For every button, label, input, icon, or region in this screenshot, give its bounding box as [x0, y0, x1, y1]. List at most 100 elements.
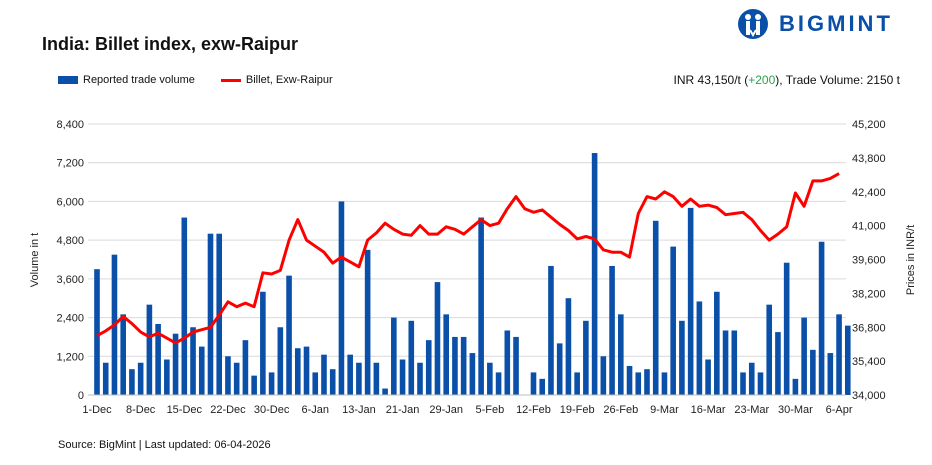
- volume-bar: [478, 217, 484, 395]
- volume-bar: [652, 220, 659, 395]
- volume-bar: [164, 359, 170, 395]
- volume-bar: [277, 327, 284, 395]
- y-right-tick-label: 35,400: [852, 356, 886, 368]
- x-tick-label: 9-Mar: [650, 404, 679, 416]
- volume-bar: [434, 282, 441, 395]
- volume-bar: [618, 314, 624, 395]
- volume-bar: [635, 372, 642, 395]
- volume-bar: [504, 330, 511, 395]
- volume-bar: [495, 372, 502, 395]
- y-right-tick-label: 41,000: [852, 221, 886, 233]
- y-right-tick-label: 43,800: [852, 153, 886, 165]
- y-right-tick-label: 36,800: [852, 322, 886, 334]
- y-left-axis-label: Volume in t: [29, 233, 41, 287]
- volume-bar: [338, 201, 345, 395]
- y-left-tick-label: 2,400: [56, 313, 84, 325]
- y-left-tick-label: 7,200: [56, 158, 84, 170]
- y-right-tick-label: 45,200: [852, 119, 886, 131]
- legend-label-price: Billet, Exw-Raipur: [245, 74, 333, 86]
- volume-bar: [425, 340, 432, 395]
- volume-bar: [417, 362, 423, 395]
- volume-bar: [740, 372, 746, 395]
- y-right-axis-label: Prices in INR/t: [905, 225, 917, 295]
- volume-bar: [591, 153, 598, 395]
- volume-bar: [670, 246, 676, 395]
- x-tick-label: 15-Dec: [167, 404, 203, 416]
- volume-bar: [748, 362, 755, 395]
- volume-bar: [268, 372, 275, 395]
- volume-bar: [137, 362, 144, 395]
- volume-bar: [155, 324, 161, 395]
- x-tick-label: 5-Feb: [475, 404, 504, 416]
- volume-bar: [94, 269, 100, 395]
- volume-bar: [399, 359, 406, 395]
- volume-bar: [321, 354, 327, 395]
- volume-bar: [844, 325, 851, 395]
- volume-bar: [836, 314, 842, 395]
- volume-bar: [225, 356, 231, 395]
- y-left-tick-label: 0: [78, 390, 84, 402]
- chart-title: India: Billet index, exw-Raipur: [42, 34, 299, 54]
- y-right-tick-label: 38,200: [852, 288, 886, 300]
- volume-bar: [714, 291, 720, 395]
- x-tick-label: 23-Mar: [734, 404, 769, 416]
- volume-bar: [487, 362, 493, 395]
- volume-bar: [260, 291, 266, 395]
- volume-bar: [565, 298, 572, 395]
- x-tick-label: 16-Mar: [691, 404, 726, 416]
- volume-bar: [792, 378, 799, 395]
- volume-bar: [539, 378, 546, 395]
- volume-bar: [644, 369, 650, 395]
- volume-bar: [827, 353, 834, 395]
- volume-bar: [172, 333, 179, 395]
- x-tick-label: 26-Feb: [603, 404, 638, 416]
- y-left-tick-label: 8,400: [56, 119, 84, 131]
- billet-price-line: [96, 172, 840, 345]
- x-tick-label: 29-Jan: [429, 404, 463, 416]
- volume-bar: [198, 346, 205, 395]
- volume-bar: [102, 362, 109, 395]
- chart-legend: Reported trade volume Billet, Exw-Raipur: [58, 74, 333, 86]
- y-left-tick-label: 6,000: [56, 196, 84, 208]
- legend-swatch-volume: [58, 76, 78, 84]
- y-right-tick-label: 39,600: [852, 255, 886, 267]
- volume-bar: [757, 372, 764, 395]
- bigmint-logo-icon: [738, 9, 768, 39]
- volume-bar: [679, 320, 685, 395]
- volume-bar: [687, 207, 694, 395]
- volume-bar: [705, 359, 711, 395]
- volume-bar: [207, 233, 214, 395]
- volume-bar: [731, 330, 738, 395]
- volume-bar: [408, 320, 415, 395]
- volume-bar: [574, 372, 580, 395]
- bigmint-logo-text: BIGMINT: [779, 11, 893, 36]
- x-tick-label: 30-Dec: [254, 404, 290, 416]
- volume-bar: [556, 343, 563, 395]
- volume-bar: [312, 372, 319, 395]
- volume-bar: [696, 301, 703, 395]
- x-tick-label: 8-Dec: [126, 404, 156, 416]
- volume-bar: [775, 332, 781, 395]
- volume-bar: [460, 336, 467, 395]
- volume-bar: [251, 375, 257, 395]
- x-tick-label: 1-Dec: [82, 404, 112, 416]
- volume-bar: [303, 346, 310, 395]
- volume-bar: [469, 353, 476, 395]
- volume-bar: [722, 330, 729, 395]
- volume-bar: [190, 327, 196, 395]
- x-tick-label: 12-Feb: [516, 404, 551, 416]
- volume-bar: [600, 356, 607, 395]
- volume-bar: [364, 249, 371, 395]
- volume-bar: [766, 304, 773, 395]
- volume-bar: [783, 262, 790, 395]
- volume-bar: [286, 275, 292, 395]
- volume-bar: [452, 336, 458, 395]
- volume-bar: [181, 217, 188, 395]
- volume-bar: [356, 362, 362, 395]
- volume-bar: [661, 372, 668, 395]
- volume-bar: [120, 314, 126, 395]
- volume-bar: [513, 336, 519, 395]
- volume-bar: [233, 362, 240, 395]
- y-right-tick-label: 34,000: [852, 390, 886, 402]
